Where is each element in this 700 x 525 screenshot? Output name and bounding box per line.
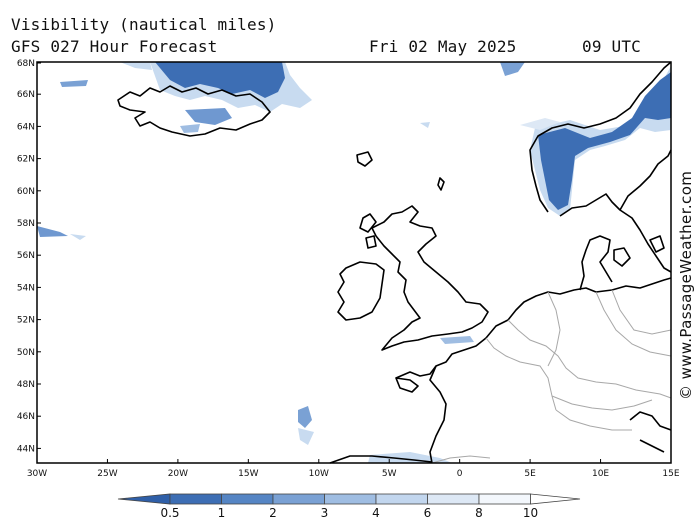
lon-tick-label: 10E [592, 469, 609, 479]
colorbar-label: 4 [372, 506, 380, 520]
colorbar: 0.5 1 2 3 4 6 8 10 [117, 493, 581, 520]
colorbar-segment [324, 493, 377, 505]
lon-tick-label: 25W [97, 469, 117, 479]
lat-tick-label: 52N [17, 316, 35, 326]
colorbar-segment [169, 493, 222, 505]
lon-tick-label: 5E [524, 469, 536, 479]
lat-tick-label: 54N [17, 283, 35, 293]
colorbar-segment [221, 493, 274, 505]
colorbar-label: 0.5 [160, 506, 179, 520]
lon-tick-label: 5W [382, 469, 397, 479]
lat-tick-label: 68N [17, 59, 35, 69]
colorbar-label: 10 [523, 506, 538, 520]
latitude-axis: 68N 66N 64N 62N 60N 58N 56N 54N 52N 50N 48N 46N 44N [17, 59, 41, 454]
lat-tick-label: 60N [17, 187, 35, 197]
lat-tick-label: 56N [17, 251, 35, 261]
colorbar-segment [478, 493, 531, 505]
colorbar-label: 6 [424, 506, 432, 520]
lat-tick-label: 46N [17, 412, 35, 422]
colorbar-segment [272, 493, 325, 505]
colorbar-label: 3 [321, 506, 329, 520]
lon-tick-label: 0 [457, 469, 463, 479]
lon-tick-label: 15E [662, 469, 679, 479]
lat-tick-label: 66N [17, 90, 35, 100]
colorbar-segment [427, 493, 480, 505]
lon-tick-label: 10W [309, 469, 329, 479]
forecast-date: Fri 02 May 2025 [369, 37, 517, 56]
colorbar-label: 8 [475, 506, 483, 520]
colorbar-min-arrow [117, 493, 171, 505]
longitude-axis: 30W 25W 20W 15W 10W 5W 0 5E 10E 15E [27, 459, 680, 479]
lat-tick-label: 44N [17, 444, 35, 454]
map-frame [36, 61, 672, 464]
forecast-time: 09 UTC [582, 37, 641, 56]
credit-text: © www.PassageWeather.com [677, 170, 695, 400]
lat-tick-label: 58N [17, 219, 35, 229]
colorbar-max-arrow [530, 493, 581, 505]
visibility-shading [37, 62, 671, 463]
colorbar-segment [375, 493, 428, 505]
lon-tick-label: 30W [27, 469, 47, 479]
country-borders [431, 289, 672, 464]
chart-title: Visibility (nautical miles) [11, 15, 277, 34]
forecast-label: GFS 027 Hour Forecast [11, 37, 218, 56]
lon-tick-label: 15W [238, 469, 258, 479]
colorbar-label: 1 [218, 506, 226, 520]
lat-tick-label: 50N [17, 348, 35, 358]
colorbar-label: 2 [269, 506, 277, 520]
lat-tick-label: 62N [17, 155, 35, 165]
coastlines [117, 61, 672, 464]
lat-tick-label: 64N [17, 122, 35, 132]
lat-tick-label: 48N [17, 380, 35, 390]
lon-tick-label: 20W [168, 469, 188, 479]
